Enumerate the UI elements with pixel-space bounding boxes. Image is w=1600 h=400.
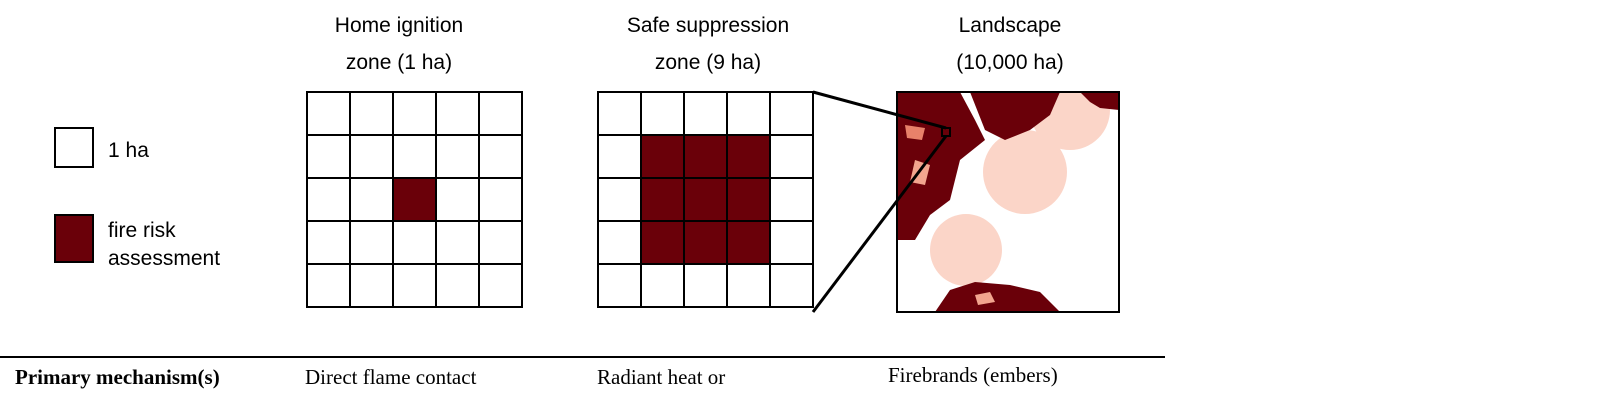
- cell: [349, 91, 394, 136]
- cell: [683, 91, 728, 136]
- cell: [392, 134, 437, 179]
- panel-title: zone (1 ha): [346, 51, 452, 74]
- cell: [435, 91, 480, 136]
- cell: [349, 220, 394, 265]
- panel-title: zone (9 ha): [655, 51, 761, 74]
- risk-cell: [392, 177, 437, 222]
- cell: [769, 220, 814, 265]
- cell: [597, 91, 642, 136]
- cell: [769, 177, 814, 222]
- cell: [392, 220, 437, 265]
- legend-label: assessment: [108, 247, 220, 270]
- cell: [306, 263, 351, 308]
- table-cell: Direct flame contact: [305, 365, 477, 389]
- table-cell: Firebrands (embers): [888, 363, 1058, 387]
- legend-label: 1 ha: [108, 139, 149, 162]
- risk-cell: [640, 177, 685, 222]
- cell: [769, 263, 814, 308]
- legend-swatch-empty: [54, 127, 94, 168]
- cell: [478, 134, 523, 179]
- cell: [306, 220, 351, 265]
- cell: [478, 263, 523, 308]
- cell: [640, 263, 685, 308]
- cell: [306, 177, 351, 222]
- cell: [349, 134, 394, 179]
- cell: [435, 177, 480, 222]
- cell: [435, 220, 480, 265]
- cell: [349, 177, 394, 222]
- risk-cell: [683, 134, 728, 179]
- panel-title: Home ignition: [335, 14, 463, 37]
- cell: [478, 91, 523, 136]
- cell: [769, 134, 814, 179]
- cell: [478, 220, 523, 265]
- risk-cell: [726, 134, 771, 179]
- risk-cell: [683, 220, 728, 265]
- zoom-line: [811, 135, 948, 313]
- legend-label: fire risk: [108, 219, 176, 242]
- grids: [306, 91, 814, 308]
- table-cell: Primary mechanism(s): [15, 365, 220, 389]
- panel-title: Landscape: [959, 14, 1062, 37]
- cell: [392, 263, 437, 308]
- panel-title: Safe suppression: [627, 14, 789, 37]
- risk-cell: [726, 177, 771, 222]
- cell: [306, 134, 351, 179]
- table-cell: Radiant heat or: [597, 365, 725, 389]
- cell: [306, 91, 351, 136]
- zoom-line: [812, 90, 947, 130]
- cell: [597, 263, 642, 308]
- legend-swatch-risk: [54, 214, 94, 263]
- cell: [435, 263, 480, 308]
- cell: [683, 263, 728, 308]
- cell: [597, 177, 642, 222]
- cell: [392, 91, 437, 136]
- risk-cell: [726, 220, 771, 265]
- cell: [726, 91, 771, 136]
- panel-title: (10,000 ha): [956, 51, 1063, 74]
- cell: [640, 91, 685, 136]
- risk-cell: [640, 220, 685, 265]
- landscape-map: [896, 91, 1120, 313]
- cell: [597, 134, 642, 179]
- cell: [726, 263, 771, 308]
- cell: [769, 91, 814, 136]
- cell: [597, 220, 642, 265]
- cell: [435, 134, 480, 179]
- risk-cell: [640, 134, 685, 179]
- risk-cell: [683, 177, 728, 222]
- cell: [478, 177, 523, 222]
- cell: [349, 263, 394, 308]
